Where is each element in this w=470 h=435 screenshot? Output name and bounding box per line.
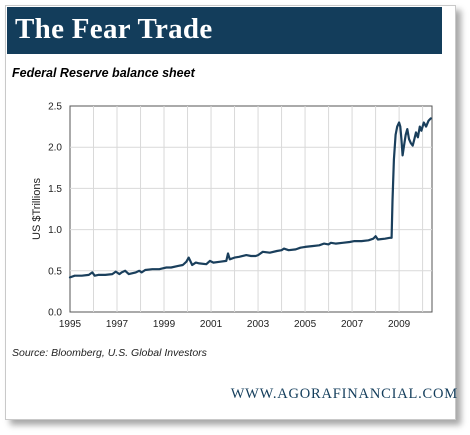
x-tick-label: 2007 <box>341 319 364 330</box>
y-tick-label: 1.0 <box>48 225 62 236</box>
grid-lines <box>70 106 432 312</box>
x-tick-label: 2001 <box>200 319 223 330</box>
y-axis-ticks: 0.0 0.5 1.0 1.5 2.0 2.5 <box>48 102 62 319</box>
y-tick-label: 0.0 <box>48 308 62 319</box>
x-tick-label: 1999 <box>153 319 176 330</box>
chart-title: Federal Reserve balance sheet <box>12 66 195 80</box>
title-banner: The Fear Trade <box>7 7 442 54</box>
y-axis-label: US $Trillions <box>31 178 43 240</box>
source-note: Source: Bloomberg, U.S. Global Investors <box>12 347 207 359</box>
x-tick-label: 2009 <box>388 319 411 330</box>
x-axis-ticks: 1995 1997 1999 2001 2003 2005 2007 2009 <box>59 319 411 330</box>
y-tick-label: 2.0 <box>48 143 62 154</box>
x-tick-label: 2003 <box>247 319 270 330</box>
x-tick-label: 2005 <box>294 319 317 330</box>
plot-frame <box>69 105 433 313</box>
y-tick-label: 0.5 <box>48 266 62 277</box>
banner-title: The Fear Trade <box>15 13 213 45</box>
x-tick-label: 1997 <box>106 319 129 330</box>
y-tick-label: 1.5 <box>48 184 62 195</box>
y-tick-label: 2.5 <box>48 102 62 113</box>
footer-url: WWW.AGORAFINANCIAL.COM <box>230 386 458 402</box>
series-group <box>68 117 432 279</box>
balance-sheet-series-line <box>68 117 432 279</box>
x-tick-label: 1995 <box>59 319 82 330</box>
